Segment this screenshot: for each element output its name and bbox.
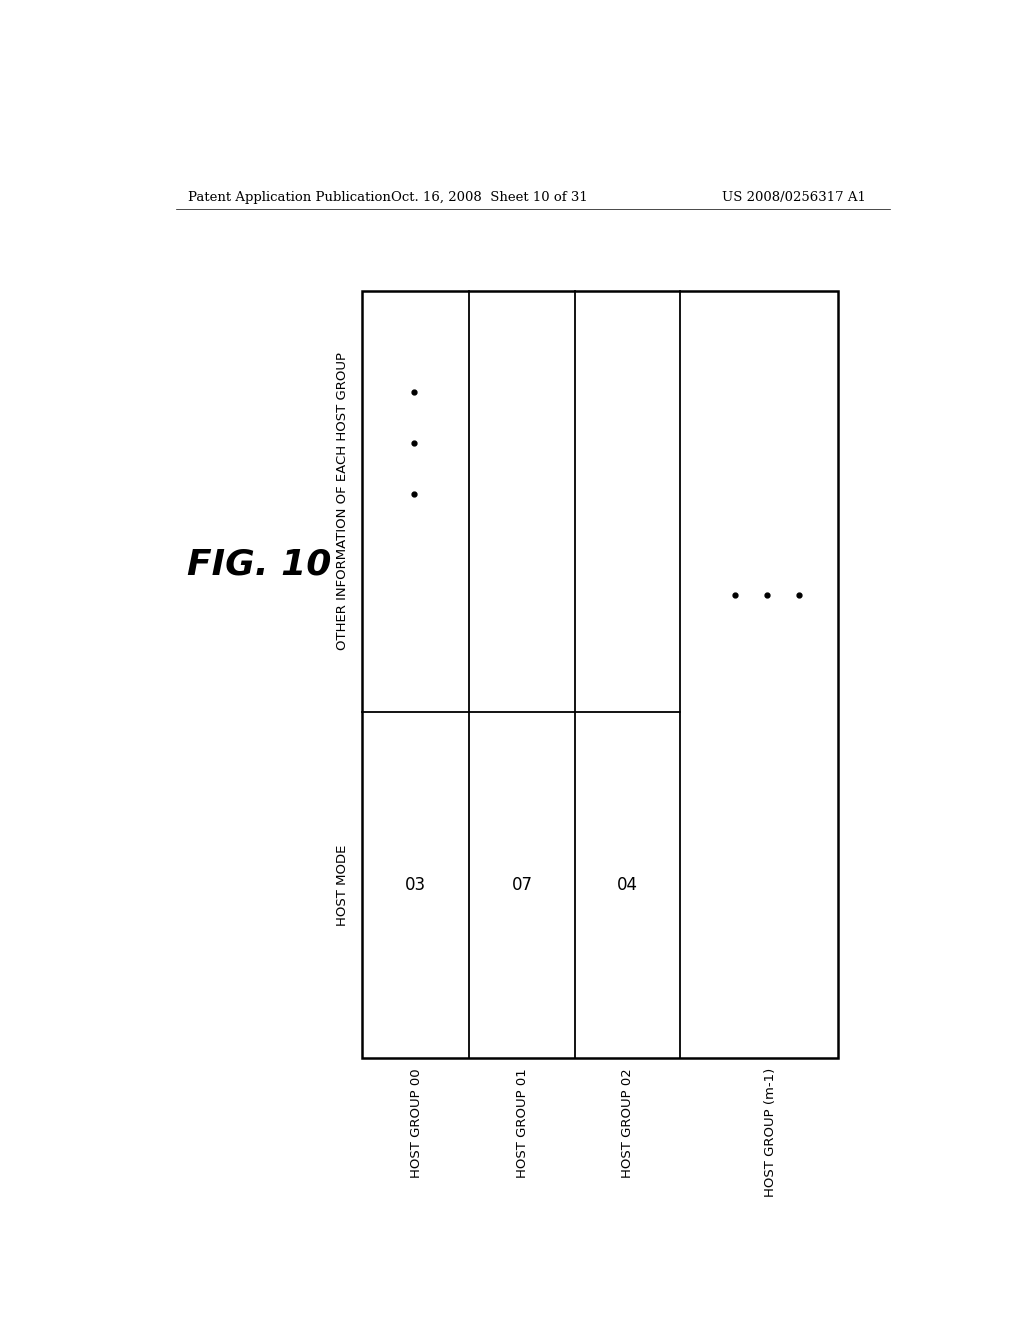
Text: 03: 03 (406, 876, 426, 894)
Text: Oct. 16, 2008  Sheet 10 of 31: Oct. 16, 2008 Sheet 10 of 31 (391, 190, 588, 203)
Text: HOST MODE: HOST MODE (336, 845, 349, 925)
Text: FIG. 10: FIG. 10 (186, 548, 331, 582)
Text: OTHER INFORMATION OF EACH HOST GROUP: OTHER INFORMATION OF EACH HOST GROUP (336, 352, 349, 651)
Text: HOST GROUP 01: HOST GROUP 01 (516, 1068, 529, 1177)
Bar (362, 290, 839, 1057)
Text: 07: 07 (512, 876, 532, 894)
Text: 04: 04 (616, 876, 638, 894)
Text: US 2008/0256317 A1: US 2008/0256317 A1 (722, 190, 866, 203)
Text: Patent Application Publication: Patent Application Publication (187, 190, 390, 203)
Text: HOST GROUP 02: HOST GROUP 02 (621, 1068, 634, 1177)
Text: HOST GROUP (m-1): HOST GROUP (m-1) (764, 1068, 777, 1197)
Text: HOST GROUP 00: HOST GROUP 00 (410, 1068, 423, 1177)
